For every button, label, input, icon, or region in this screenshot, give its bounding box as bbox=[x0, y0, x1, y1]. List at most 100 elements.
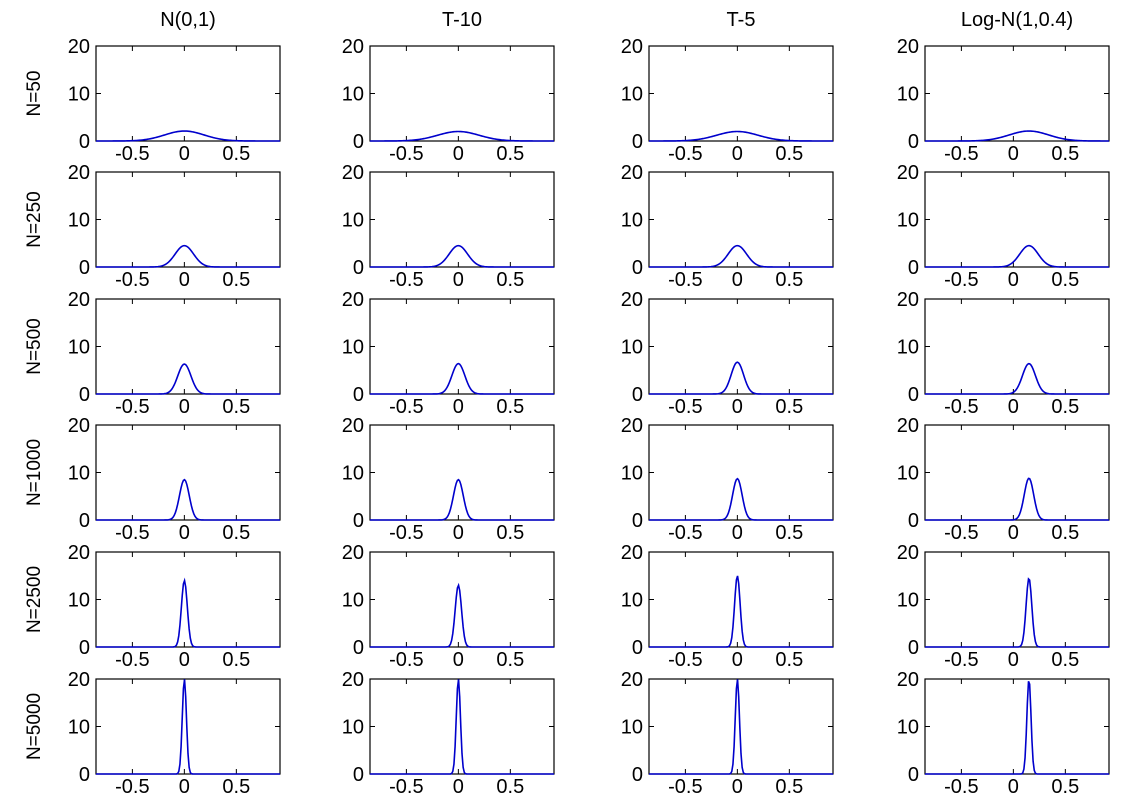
y-tick-label: 10 bbox=[342, 210, 364, 232]
y-tick-label: 10 bbox=[621, 210, 643, 232]
subplot: 0 10 20 -0.5 0 0.5 bbox=[897, 289, 1110, 418]
subplot: 0 10 20 -0.5 0 0.5 bbox=[68, 162, 281, 291]
y-tick-label: 20 bbox=[342, 669, 364, 691]
axes-box bbox=[95, 45, 281, 142]
axes-box bbox=[95, 171, 281, 268]
y-tick-label: 0 bbox=[79, 510, 90, 532]
y-tick-label: 0 bbox=[908, 384, 919, 406]
y-tick-label: 20 bbox=[621, 669, 643, 691]
y-tick-label: 0 bbox=[908, 257, 919, 279]
subplot: 0 10 20 -0.5 0 0.5 bbox=[621, 415, 834, 544]
y-tick-label: 10 bbox=[68, 590, 90, 612]
x-tick-label: 0.5 bbox=[775, 649, 803, 671]
x-tick-label: 0 bbox=[179, 649, 190, 671]
y-tick-label: 10 bbox=[897, 717, 919, 739]
axes-box bbox=[95, 298, 281, 395]
x-tick-label: -0.5 bbox=[115, 396, 149, 418]
subplot: 0 10 20 -0.5 0 0.5 bbox=[897, 542, 1110, 671]
x-tick-label: 0 bbox=[453, 649, 464, 671]
subplot: 0 10 20 -0.5 0 0.5 bbox=[621, 162, 834, 291]
subplot: 0 10 20 -0.5 0 0.5 bbox=[342, 542, 555, 671]
y-tick-label: 20 bbox=[621, 289, 643, 311]
y-tick-label: 10 bbox=[897, 84, 919, 106]
density-curve bbox=[649, 679, 833, 775]
subplot: 0 10 20 -0.5 0 0.5 bbox=[68, 289, 281, 418]
axes-box bbox=[369, 171, 555, 268]
y-tick-label: 20 bbox=[342, 289, 364, 311]
y-tick-label: 0 bbox=[632, 510, 643, 532]
x-tick-label: 0.5 bbox=[496, 269, 524, 291]
y-tick-label: 0 bbox=[353, 257, 364, 279]
x-tick-label: 0.5 bbox=[775, 143, 803, 165]
x-tick-label: 0 bbox=[453, 269, 464, 291]
density-curve bbox=[925, 130, 1109, 142]
y-tick-label: 0 bbox=[353, 131, 364, 153]
density-curve bbox=[96, 363, 280, 395]
y-tick-label: 20 bbox=[342, 542, 364, 564]
x-tick-label: 0 bbox=[1008, 269, 1019, 291]
density-curve bbox=[370, 244, 554, 268]
x-tick-label: 0.5 bbox=[1051, 522, 1079, 544]
x-tick-label: -0.5 bbox=[389, 396, 423, 418]
y-tick-label: 10 bbox=[621, 84, 643, 106]
subplot: 0 10 20 -0.5 0 0.5 bbox=[897, 415, 1110, 544]
density-curve bbox=[925, 577, 1109, 648]
x-tick-label: 0 bbox=[732, 522, 743, 544]
y-tick-label: 10 bbox=[68, 210, 90, 232]
y-tick-label: 20 bbox=[68, 289, 90, 311]
x-tick-label: 0.5 bbox=[775, 522, 803, 544]
y-tick-label: 10 bbox=[897, 463, 919, 485]
y-tick-label: 10 bbox=[342, 717, 364, 739]
density-curve bbox=[649, 361, 833, 395]
x-tick-label: -0.5 bbox=[944, 522, 978, 544]
x-tick-label: 0.5 bbox=[496, 776, 524, 798]
density-curve bbox=[370, 130, 554, 142]
subplot: 0 10 20 -0.5 0 0.5 bbox=[621, 542, 834, 671]
x-tick-label: 0.5 bbox=[775, 776, 803, 798]
x-tick-label: -0.5 bbox=[389, 522, 423, 544]
x-tick-label: -0.5 bbox=[389, 269, 423, 291]
y-tick-label: 10 bbox=[621, 463, 643, 485]
density-curve bbox=[925, 244, 1109, 268]
y-tick-label: 0 bbox=[632, 257, 643, 279]
x-tick-label: -0.5 bbox=[389, 143, 423, 165]
x-tick-label: 0 bbox=[179, 143, 190, 165]
x-tick-label: -0.5 bbox=[668, 776, 702, 798]
subplot: 0 10 20 -0.5 0 0.5 bbox=[897, 669, 1110, 798]
subplot: 0 10 20 -0.5 0 0.5 bbox=[342, 669, 555, 798]
y-tick-label: 10 bbox=[68, 337, 90, 359]
axes-box bbox=[648, 45, 834, 142]
density-curve bbox=[96, 478, 280, 521]
y-tick-label: 20 bbox=[897, 36, 919, 58]
y-tick-label: 0 bbox=[908, 510, 919, 532]
axes-box bbox=[369, 551, 555, 648]
x-tick-label: 0 bbox=[179, 396, 190, 418]
subplot: 0 10 20 -0.5 0 0.5 bbox=[68, 415, 281, 544]
axes-box bbox=[924, 424, 1110, 521]
x-tick-label: 0 bbox=[453, 143, 464, 165]
column-title: T-10 bbox=[442, 9, 482, 31]
subplot: 0 10 20 -0.5 0 0.5 bbox=[342, 289, 555, 418]
x-tick-label: 0.5 bbox=[222, 776, 250, 798]
x-tick-label: 0.5 bbox=[775, 396, 803, 418]
row-label: N=1000 bbox=[24, 439, 45, 506]
y-tick-label: 20 bbox=[897, 542, 919, 564]
axes-box bbox=[924, 45, 1110, 142]
density-curve bbox=[370, 478, 554, 521]
x-tick-label: 0 bbox=[1008, 522, 1019, 544]
subplot: 0 10 20 -0.5 0 0.5 bbox=[897, 36, 1110, 165]
row-label: N=500 bbox=[24, 318, 45, 375]
x-tick-label: -0.5 bbox=[668, 649, 702, 671]
y-tick-label: 20 bbox=[897, 162, 919, 184]
density-curve bbox=[925, 477, 1109, 521]
axes-box bbox=[369, 424, 555, 521]
y-tick-label: 0 bbox=[79, 257, 90, 279]
y-tick-label: 20 bbox=[342, 415, 364, 437]
y-tick-label: 0 bbox=[79, 637, 90, 659]
x-tick-label: 0 bbox=[453, 522, 464, 544]
y-tick-label: 20 bbox=[68, 542, 90, 564]
x-tick-label: 0 bbox=[1008, 776, 1019, 798]
x-tick-label: 0.5 bbox=[496, 649, 524, 671]
x-tick-label: 0.5 bbox=[1051, 269, 1079, 291]
